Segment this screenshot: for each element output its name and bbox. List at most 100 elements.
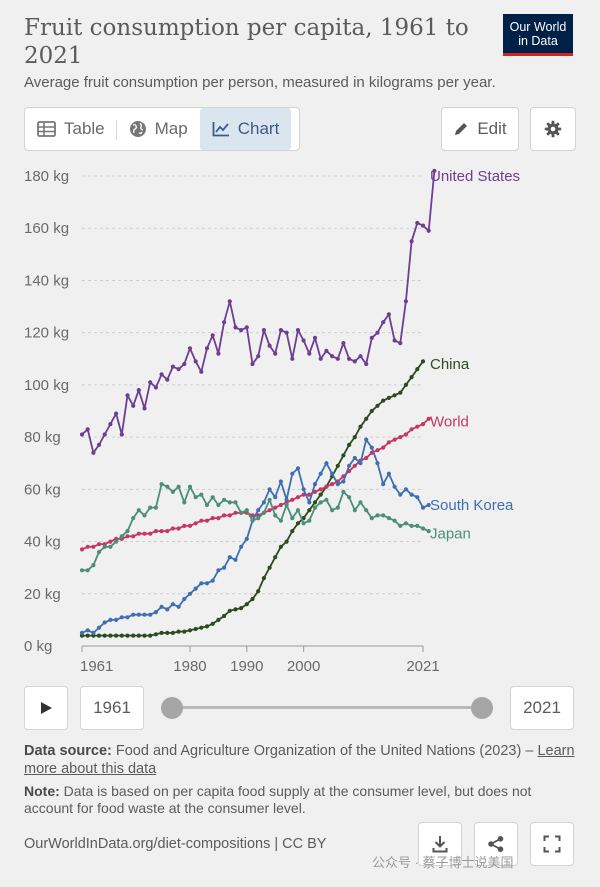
y-tick-label: 180 kg [24,168,69,185]
data-point [409,427,414,432]
data-point [403,299,408,304]
data-point [79,432,85,437]
data-point [199,518,204,523]
data-point [386,471,391,476]
line-chart-icon [212,122,229,137]
end-year-box[interactable]: 2021 [510,686,574,730]
globe-icon [129,121,146,137]
data-point [142,513,147,518]
data-point [352,463,357,468]
data-point [119,615,124,620]
data-point [165,377,170,382]
data-point [295,495,301,500]
data-point [210,333,215,338]
data-point [244,508,249,513]
tab-table-label: Table [64,119,105,138]
data-point [91,450,96,455]
data-point [261,328,266,333]
data-point [222,497,227,502]
data-point [187,628,193,633]
chart-title: Fruit consumption per capita, 1961 to 20… [24,15,469,69]
data-point [335,505,340,510]
data-point [278,502,283,508]
data-point [278,479,283,484]
timeline-end-handle[interactable] [471,697,493,719]
data-point [403,521,408,526]
share-button[interactable] [474,822,518,866]
data-point [273,505,278,510]
data-point [312,335,318,340]
data-point [278,518,283,523]
data-point [381,398,386,403]
data-point [244,602,249,607]
data-point [358,424,363,429]
fullscreen-button[interactable] [530,822,574,866]
series-label: United States [430,168,520,185]
series-united-states[interactable] [79,168,437,455]
data-point [290,471,295,476]
data-point [102,620,107,625]
data-point [318,492,323,497]
data-point [318,500,323,505]
data-point [222,565,227,570]
tab-table[interactable]: Table [25,108,117,150]
series-south-korea[interactable] [79,437,431,635]
download-button[interactable] [418,822,462,866]
data-point [193,359,198,364]
tab-map-label: Map [154,119,188,138]
data-point [386,440,391,445]
data-point [295,328,301,333]
data-point [204,346,210,351]
data-point [182,596,187,602]
data-point [193,586,198,591]
data-point [210,578,215,583]
data-point [335,463,340,468]
settings-button[interactable] [530,107,576,151]
data-point [176,604,181,609]
edit-button[interactable]: Edit [441,107,519,151]
series-world[interactable] [79,416,431,552]
data-point [119,534,124,539]
timeline-slider-track[interactable] [172,706,482,709]
series-japan[interactable] [79,482,431,573]
data-point [148,380,153,385]
data-point [318,487,323,492]
data-point [227,555,232,560]
data-point [193,521,198,526]
download-icon [432,836,448,853]
data-point [392,484,397,489]
data-point [85,427,90,432]
data-point [233,500,238,505]
learn-more-link[interactable]: Learn more about this data [24,743,575,777]
data-point [369,445,374,450]
data-point [352,508,357,513]
data-point [131,403,136,408]
data-point [125,393,130,398]
data-point [193,495,198,500]
data-point [187,523,193,528]
data-point [187,346,193,351]
start-year-box[interactable]: 1961 [80,686,144,730]
y-tick-label: 40 kg [24,534,61,551]
footer-url[interactable]: OurWorldInData.org/diet-compositions | C… [24,836,327,852]
data-point [256,589,261,594]
data-point [420,422,426,427]
data-point [312,482,318,487]
tab-chart[interactable]: Chart [199,108,292,150]
data-point [91,544,96,549]
data-point [364,361,369,367]
timeline-start-handle[interactable] [161,697,183,719]
data-point [227,608,232,613]
data-point [142,612,147,617]
data-point [131,534,136,539]
data-point [210,621,215,626]
series-china[interactable] [79,359,426,638]
play-button[interactable] [24,686,68,730]
data-point [239,328,244,333]
series-label: South Korea [430,497,514,514]
data-point [204,581,210,586]
tab-map[interactable]: Map [117,108,200,150]
owid-logo[interactable]: Our World in Data [503,14,573,56]
data-point [415,495,420,500]
data-point [352,435,357,440]
